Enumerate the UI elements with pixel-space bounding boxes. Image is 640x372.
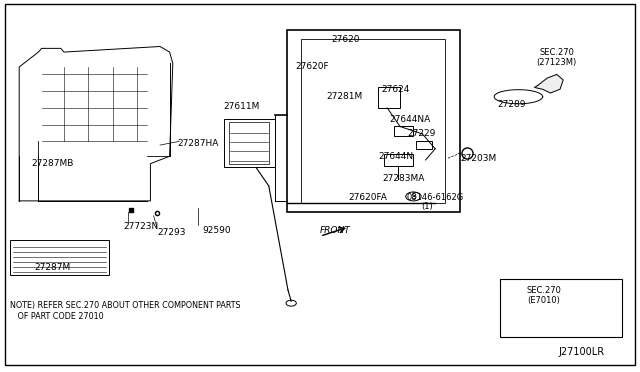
Text: SEC.270
(E7010): SEC.270 (E7010)	[527, 286, 561, 305]
Text: 27289: 27289	[498, 100, 526, 109]
Text: 27611M: 27611M	[224, 102, 260, 110]
Text: (1): (1)	[422, 202, 433, 211]
Text: 27287M: 27287M	[35, 263, 70, 272]
Text: 27293: 27293	[157, 228, 186, 237]
Bar	[10, 240, 109, 275]
Bar	[500, 279, 622, 337]
Bar	[229, 122, 269, 164]
Text: 27283MA: 27283MA	[382, 174, 424, 183]
Text: 27229: 27229	[407, 129, 435, 138]
Bar	[287, 30, 460, 212]
Polygon shape	[534, 74, 563, 93]
Text: J27100LR: J27100LR	[559, 347, 605, 357]
Bar	[416, 141, 432, 149]
Text: 27287HA: 27287HA	[178, 139, 219, 148]
Text: 27203M: 27203M	[461, 154, 497, 163]
Text: FRONT: FRONT	[319, 226, 350, 235]
Text: 27620: 27620	[332, 35, 360, 44]
Text: 27723N: 27723N	[123, 222, 159, 231]
Text: 08146-6162G: 08146-6162G	[406, 193, 464, 202]
Bar	[224, 119, 275, 167]
Text: 27620FA: 27620FA	[349, 193, 387, 202]
Bar	[394, 126, 413, 136]
Text: 92590: 92590	[202, 226, 230, 235]
Bar	[384, 154, 413, 166]
Text: SEC.270
(27123M): SEC.270 (27123M)	[537, 48, 577, 67]
Text: 27644N: 27644N	[378, 152, 413, 161]
Text: 27287MB: 27287MB	[31, 159, 74, 168]
Bar	[301, 39, 445, 203]
Text: 27281M: 27281M	[326, 92, 362, 101]
Text: 27644NA: 27644NA	[389, 115, 430, 124]
Text: 27620F: 27620F	[296, 62, 329, 71]
Text: S: S	[411, 192, 416, 201]
Text: 27624: 27624	[381, 85, 410, 94]
Bar	[378, 87, 400, 108]
Text: NOTE) REFER SEC.270 ABOUT OTHER COMPONENT PARTS
   OF PART CODE 27010: NOTE) REFER SEC.270 ABOUT OTHER COMPONEN…	[10, 301, 240, 321]
